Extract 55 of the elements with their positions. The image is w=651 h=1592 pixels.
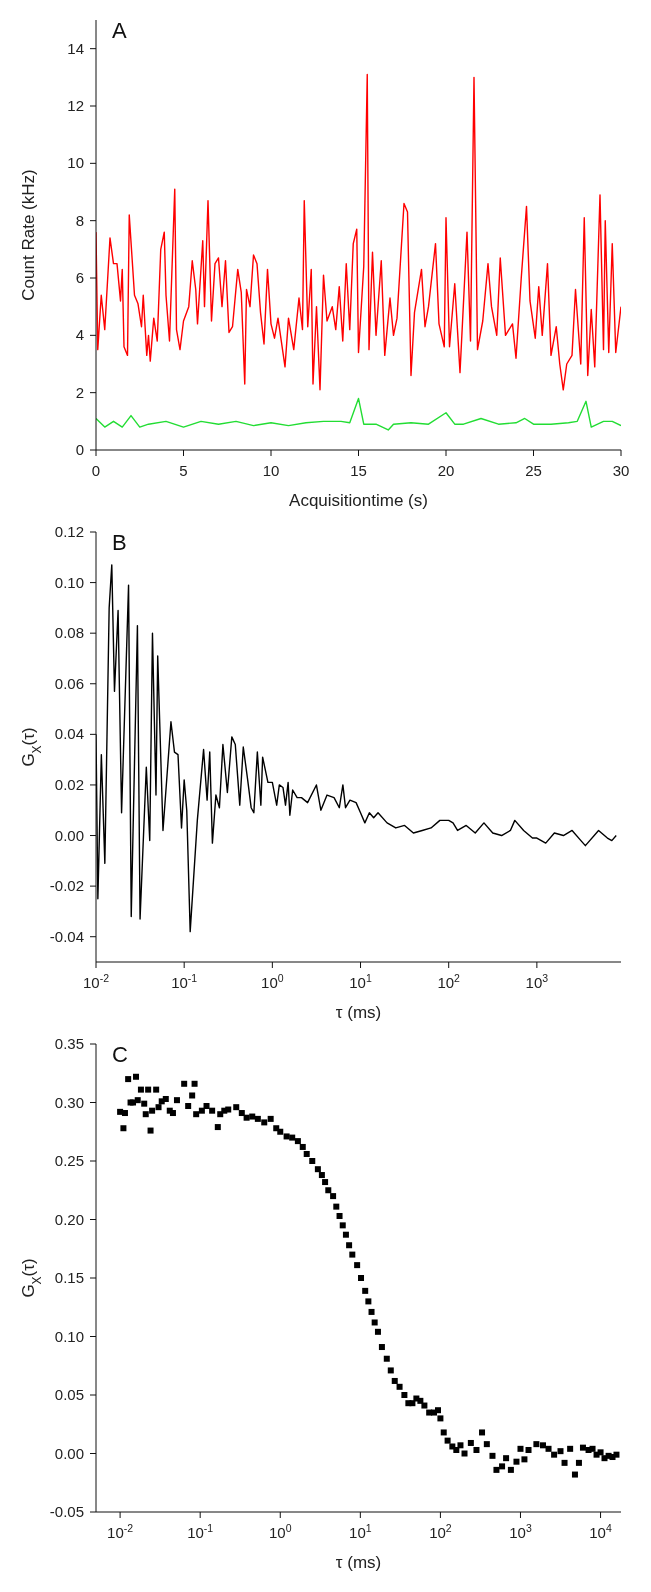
x-tick-label: 10 xyxy=(262,462,280,479)
y-tick-label: 2 xyxy=(75,383,84,401)
x-tick-label: 10$^{2}$ xyxy=(429,1522,452,1541)
x-axis-title: τ (ms) xyxy=(335,1003,382,1022)
y-tick-label: 0.25 xyxy=(54,1152,84,1169)
y-tick-label: 0.10 xyxy=(54,573,84,591)
line-series xyxy=(96,397,621,431)
x-tick-label: 20 xyxy=(437,462,455,479)
x-tick-label: 10$^{3}$ xyxy=(509,1522,532,1541)
y-tick-label: 0.02 xyxy=(54,775,84,793)
y-tick-label: 6 xyxy=(75,269,84,286)
y-tick-label: 10 xyxy=(67,154,84,172)
x-tick-label: 10$^{-1}$ xyxy=(171,972,198,991)
y-tick-label: 12 xyxy=(67,97,84,114)
y-tick-label: 0.06 xyxy=(54,674,84,692)
x-axis-title: Acquisitiontime (s) xyxy=(289,491,428,510)
y-tick-label: -0.04 xyxy=(49,927,84,945)
x-tick-label: 10$^{-2}$ xyxy=(82,972,110,991)
chart-title: B xyxy=(112,530,127,556)
x-tick-label: 10$^{1}$ xyxy=(349,972,372,991)
x-tick-label: 0 xyxy=(91,462,101,479)
y-axis-title: Count Rate (kHz) xyxy=(19,169,38,301)
y-tick-label: 0 xyxy=(75,441,84,458)
x-tick-label: 10$^{2}$ xyxy=(437,972,461,991)
chart-title: A xyxy=(112,18,127,44)
x-tick-label: 10$^{-2}$ xyxy=(107,1522,134,1541)
x-tick-label: 10$^{4}$ xyxy=(589,1522,612,1541)
x-tick-label: 10$^{1}$ xyxy=(349,1522,372,1541)
x-tick-label: 10$^{0}$ xyxy=(268,1522,292,1541)
y-tick-label: 4 xyxy=(75,326,84,344)
x-tick-label: 5 xyxy=(179,462,188,479)
y-tick-label: 0.00 xyxy=(54,826,84,844)
y-tick-label: 0.12 xyxy=(54,523,84,540)
x-tick-label: 10$^{0}$ xyxy=(261,972,284,991)
x-axis-title: τ (ms) xyxy=(335,1553,382,1572)
y-tick-label: 8 xyxy=(75,211,84,229)
y-tick-label: 14 xyxy=(67,39,84,57)
x-tick-label: 15 xyxy=(350,462,367,479)
y-tick-label: 0.30 xyxy=(54,1093,84,1111)
y-tick-label: 0.08 xyxy=(54,624,84,642)
y-tick-label: 0.15 xyxy=(54,1269,84,1286)
y-tick-label: 0.00 xyxy=(54,1444,84,1462)
chart-title: C xyxy=(112,1042,128,1068)
y-tick-label: 0.10 xyxy=(54,1327,84,1345)
y-tick-label: 0.20 xyxy=(54,1210,84,1228)
y-tick-label: 0.05 xyxy=(54,1386,84,1403)
y-tick-label: -0.05 xyxy=(49,1503,84,1520)
y-tick-label: 0.04 xyxy=(54,725,84,743)
y-tick-label: 0.35 xyxy=(54,1035,84,1052)
x-tick-label: 25 xyxy=(525,462,542,479)
x-tick-label: 10$^{-1}$ xyxy=(187,1522,214,1541)
x-tick-label: 30 xyxy=(612,462,630,479)
line-series xyxy=(96,73,621,391)
y-tick-label: -0.02 xyxy=(49,877,84,895)
x-tick-label: 10$^{3}$ xyxy=(525,972,549,991)
